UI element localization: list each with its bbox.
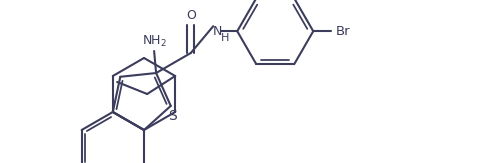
- Text: NH$_2$: NH$_2$: [142, 33, 167, 49]
- Text: H: H: [221, 33, 230, 43]
- Text: O: O: [186, 8, 196, 22]
- Text: Br: Br: [336, 25, 351, 38]
- Text: N: N: [213, 25, 222, 38]
- Text: S: S: [168, 109, 177, 123]
